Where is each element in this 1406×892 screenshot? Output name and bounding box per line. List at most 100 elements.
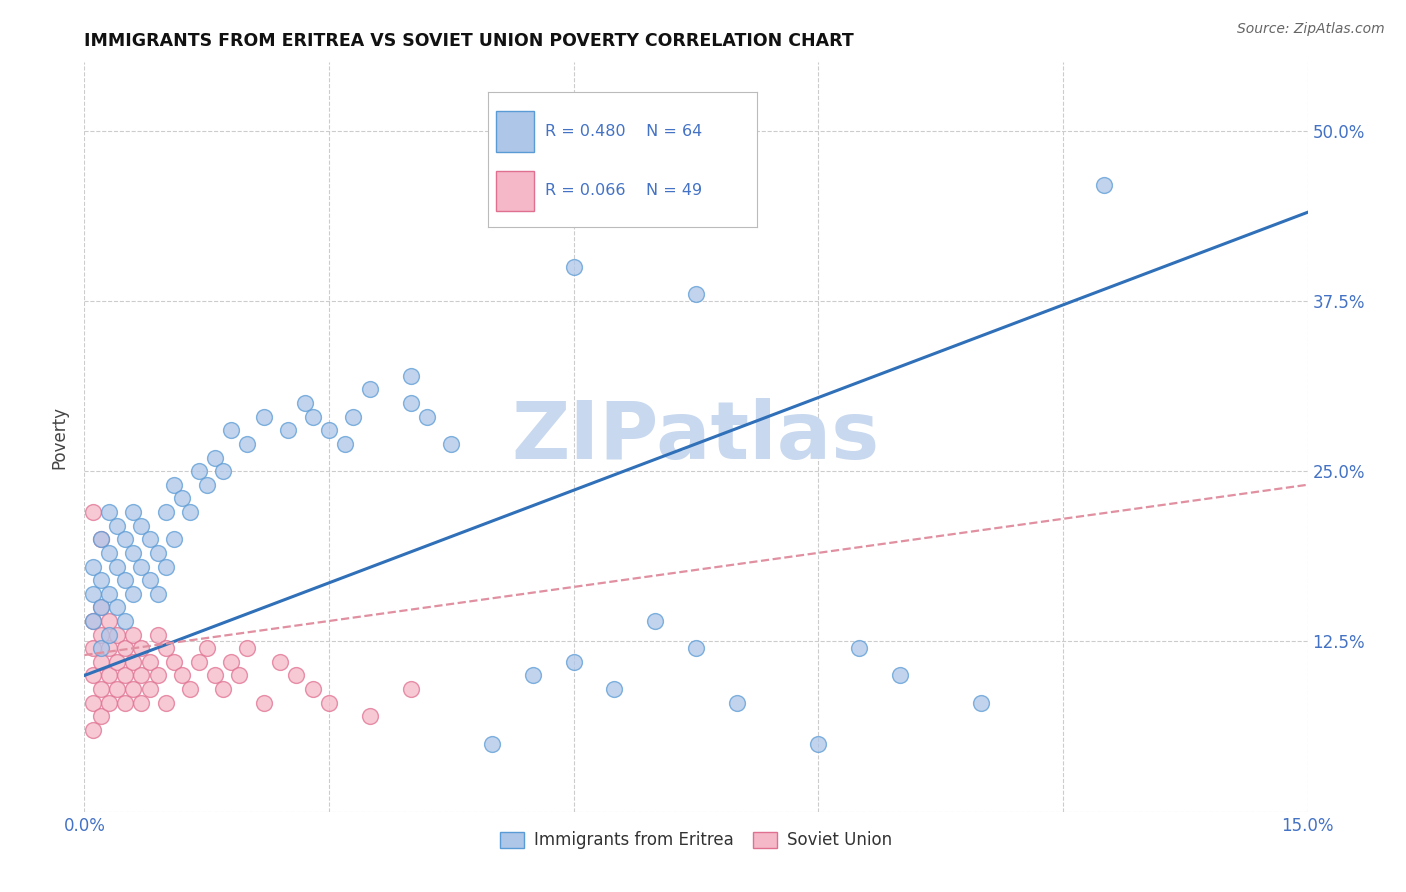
- Point: [90, 682, 112, 697]
- Point: [138, 573, 160, 587]
- Point: [301, 409, 323, 424]
- Point: [114, 696, 136, 710]
- Point: [294, 396, 316, 410]
- Point: [90, 573, 112, 587]
- Point: [187, 655, 209, 669]
- Point: [204, 668, 226, 682]
- Point: [253, 696, 276, 710]
- Point: [122, 587, 145, 601]
- Point: [131, 668, 153, 682]
- Point: [179, 505, 201, 519]
- Point: [122, 655, 145, 669]
- Point: [131, 518, 153, 533]
- Point: [195, 641, 218, 656]
- Point: [399, 396, 422, 410]
- Point: [970, 696, 993, 710]
- Point: [97, 668, 120, 682]
- Point: [212, 682, 235, 697]
- Point: [114, 573, 136, 587]
- Point: [562, 260, 585, 274]
- Point: [82, 614, 104, 628]
- Point: [359, 709, 381, 723]
- Point: [90, 627, 112, 641]
- Point: [318, 423, 340, 437]
- Point: [725, 696, 748, 710]
- Point: [146, 587, 169, 601]
- Point: [253, 409, 276, 424]
- Point: [97, 587, 120, 601]
- Point: [82, 587, 104, 601]
- Point: [644, 614, 666, 628]
- Point: [82, 505, 104, 519]
- Point: [236, 641, 259, 656]
- Point: [114, 533, 136, 547]
- Point: [1092, 178, 1115, 192]
- Point: [172, 491, 194, 506]
- Point: [82, 723, 104, 737]
- Point: [359, 383, 381, 397]
- Point: [97, 627, 120, 641]
- Point: [105, 600, 128, 615]
- Point: [172, 668, 194, 682]
- Point: [105, 559, 128, 574]
- Point: [219, 655, 242, 669]
- Point: [285, 668, 308, 682]
- Text: Source: ZipAtlas.com: Source: ZipAtlas.com: [1237, 22, 1385, 37]
- Point: [105, 518, 128, 533]
- Point: [90, 641, 112, 656]
- Point: [105, 655, 128, 669]
- Point: [342, 409, 364, 424]
- Y-axis label: Poverty: Poverty: [51, 406, 69, 468]
- Point: [131, 641, 153, 656]
- Point: [97, 614, 120, 628]
- Point: [204, 450, 226, 465]
- Point: [522, 668, 544, 682]
- Point: [114, 641, 136, 656]
- Point: [155, 696, 177, 710]
- Point: [131, 696, 153, 710]
- Legend: Immigrants from Eritrea, Soviet Union: Immigrants from Eritrea, Soviet Union: [494, 824, 898, 855]
- Point: [277, 423, 299, 437]
- Point: [90, 600, 112, 615]
- Point: [399, 368, 422, 383]
- Point: [97, 641, 120, 656]
- Point: [82, 696, 104, 710]
- Point: [90, 600, 112, 615]
- Point: [228, 668, 250, 682]
- Point: [82, 614, 104, 628]
- Point: [97, 696, 120, 710]
- Text: IMMIGRANTS FROM ERITREA VS SOVIET UNION POVERTY CORRELATION CHART: IMMIGRANTS FROM ERITREA VS SOVIET UNION …: [84, 32, 853, 50]
- Text: ZIPatlas: ZIPatlas: [512, 398, 880, 476]
- Point: [685, 641, 707, 656]
- Point: [807, 737, 830, 751]
- Point: [848, 641, 870, 656]
- Point: [138, 533, 160, 547]
- Point: [122, 682, 145, 697]
- Point: [105, 627, 128, 641]
- Point: [82, 668, 104, 682]
- Point: [82, 641, 104, 656]
- Point: [335, 437, 357, 451]
- Point: [440, 437, 463, 451]
- Point: [603, 682, 626, 697]
- Point: [90, 655, 112, 669]
- Point: [269, 655, 291, 669]
- Point: [481, 737, 503, 751]
- Point: [97, 546, 120, 560]
- Point: [90, 533, 112, 547]
- Point: [138, 655, 160, 669]
- Point: [146, 546, 169, 560]
- Point: [416, 409, 439, 424]
- Point: [195, 477, 218, 491]
- Point: [138, 682, 160, 697]
- Point: [889, 668, 911, 682]
- Point: [562, 655, 585, 669]
- Point: [146, 627, 169, 641]
- Point: [187, 464, 209, 478]
- Point: [97, 505, 120, 519]
- Point: [163, 477, 186, 491]
- Point: [90, 533, 112, 547]
- Point: [105, 682, 128, 697]
- Point: [114, 614, 136, 628]
- Point: [155, 505, 177, 519]
